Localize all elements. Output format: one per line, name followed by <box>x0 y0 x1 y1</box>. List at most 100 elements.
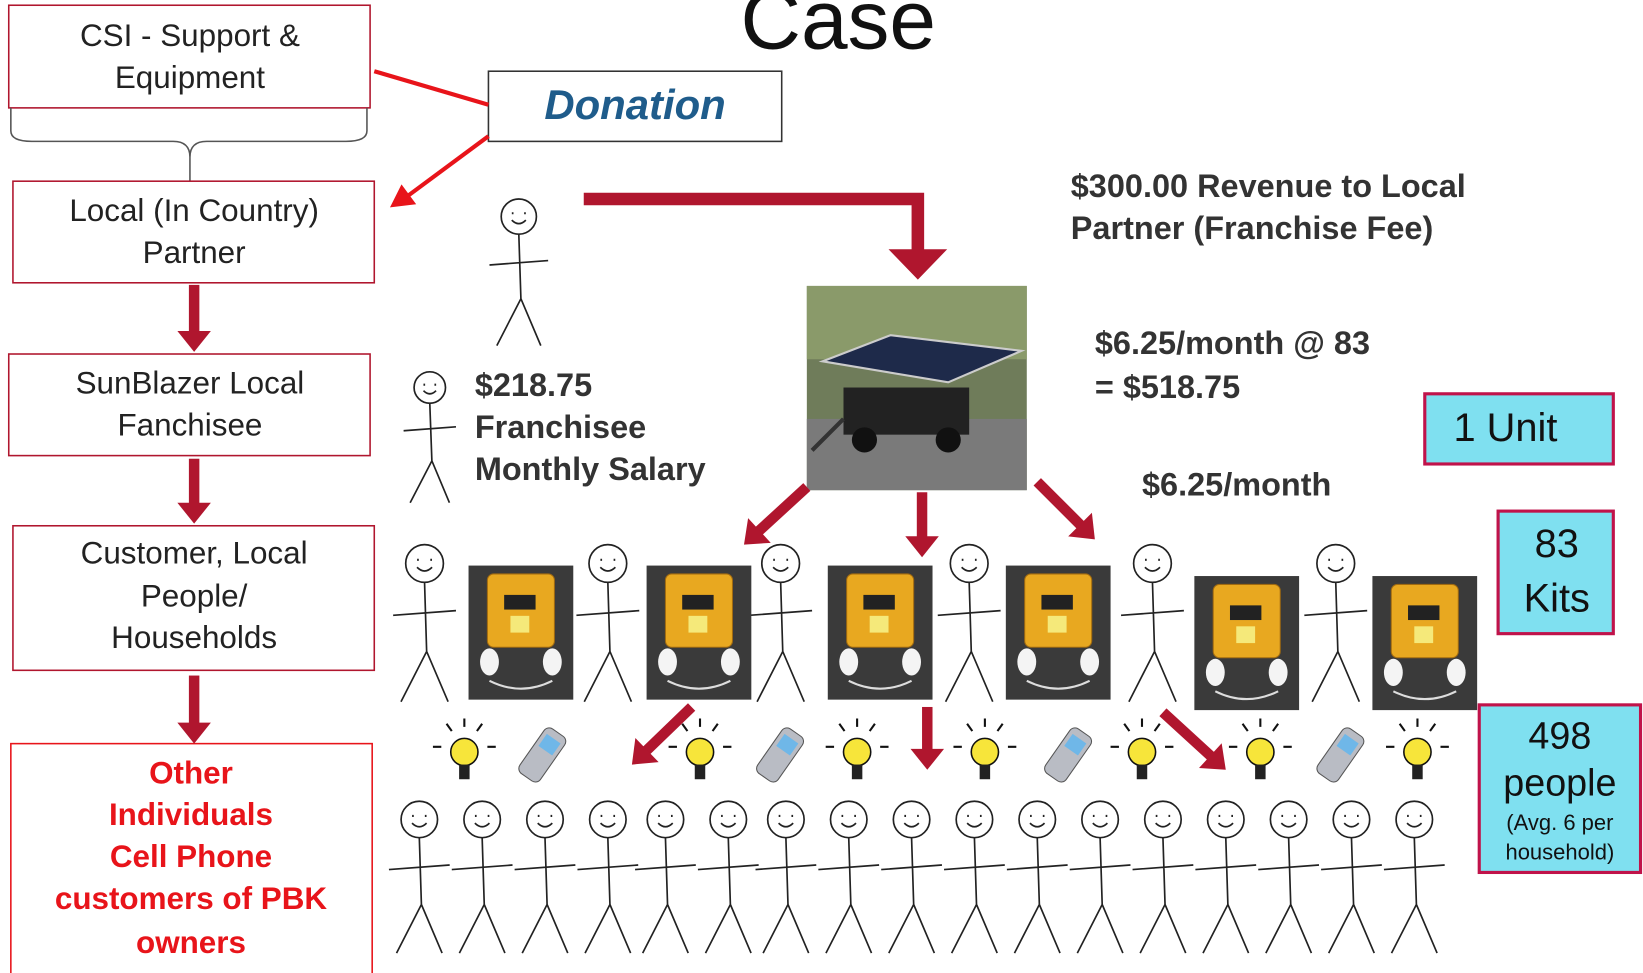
base <box>980 765 990 780</box>
stick-figure <box>1384 801 1445 953</box>
face <box>1328 559 1343 571</box>
sticker <box>1236 626 1255 643</box>
body <box>577 838 638 953</box>
stick-figure <box>635 801 696 953</box>
head <box>710 801 746 837</box>
lightbulb-icon <box>1111 718 1174 779</box>
face <box>721 815 736 827</box>
body <box>1133 838 1194 953</box>
glass <box>1404 738 1431 765</box>
base <box>459 765 469 780</box>
shaft <box>917 492 927 538</box>
people-label: 498 <box>1528 714 1591 756</box>
face <box>512 212 526 223</box>
body <box>515 838 576 953</box>
bulb <box>480 648 499 675</box>
unit-label: 1 Unit <box>1453 406 1557 450</box>
stick-figure <box>1070 801 1131 953</box>
donation-label: Donation <box>544 81 725 128</box>
face <box>962 559 977 571</box>
shaft <box>922 707 932 751</box>
cellphone-icon <box>754 725 806 784</box>
glass <box>686 738 713 765</box>
salary-text: Monthly Salary <box>475 451 706 487</box>
shaft <box>189 459 199 505</box>
sticker <box>688 616 707 633</box>
head <box>1082 801 1118 837</box>
box-text: Customer, Local <box>81 535 308 570</box>
face <box>601 815 616 827</box>
cellphone-icon <box>1042 725 1094 784</box>
people-note: household) <box>1505 839 1614 864</box>
down-arrow <box>177 676 211 744</box>
box-text: customers of PBK <box>55 881 328 916</box>
bulb <box>839 648 858 675</box>
box-text: Households <box>111 620 277 655</box>
stick-figure <box>1321 801 1382 953</box>
stick-figure <box>1258 801 1319 953</box>
face <box>841 815 856 827</box>
head <box>501 199 536 234</box>
kit-photo <box>1006 566 1111 700</box>
brace <box>11 108 367 181</box>
head <box>1145 801 1181 837</box>
down-arrow <box>911 707 945 770</box>
down-arrow <box>177 459 211 524</box>
head <box>1333 801 1369 837</box>
body <box>944 838 1005 953</box>
bulb <box>1206 659 1225 686</box>
display <box>863 595 894 610</box>
stick-figure <box>749 545 812 702</box>
stick-figure <box>944 801 1005 953</box>
phone-body <box>754 725 806 784</box>
stick-figure <box>404 372 456 503</box>
face <box>417 559 432 571</box>
body <box>1258 838 1319 953</box>
face <box>1145 559 1160 571</box>
connector <box>374 71 488 105</box>
face <box>600 559 615 571</box>
glass <box>843 738 870 765</box>
head <box>1019 801 1055 837</box>
connector <box>404 136 489 199</box>
box-text: Equipment <box>115 60 265 95</box>
body <box>881 838 942 953</box>
box-text: Other <box>149 755 233 790</box>
face <box>424 384 437 394</box>
sticker <box>1048 616 1067 633</box>
battery <box>1391 584 1458 657</box>
revenue-text: Partner (Franchise Fee) <box>1071 210 1434 246</box>
face <box>1156 815 1171 827</box>
bulb <box>902 648 921 675</box>
face <box>779 815 794 827</box>
face <box>1344 815 1359 827</box>
head <box>177 723 211 744</box>
stick-figure <box>393 545 456 702</box>
base <box>695 765 705 780</box>
body <box>1121 582 1184 701</box>
bulb <box>1447 659 1466 686</box>
face <box>1093 815 1108 827</box>
head <box>911 749 945 770</box>
box-text: Fanchisee <box>117 408 262 443</box>
base <box>1255 765 1265 780</box>
base <box>1412 765 1422 780</box>
head <box>1270 801 1306 837</box>
body <box>489 234 548 345</box>
box-text: CSI - Support & <box>80 18 300 53</box>
salary-text: Franchisee <box>475 409 646 445</box>
head <box>589 545 627 583</box>
body <box>1321 838 1382 953</box>
bulb <box>658 648 677 675</box>
head <box>177 503 211 524</box>
kit-photo <box>828 566 933 700</box>
box-text: SunBlazer Local <box>76 366 305 401</box>
body <box>393 582 456 701</box>
cellphone-icon <box>516 725 568 784</box>
stick-figure <box>515 801 576 953</box>
title: Case <box>740 0 936 66</box>
kit-photo <box>647 566 752 700</box>
bulb <box>721 648 740 675</box>
lightbulb-icon <box>826 718 889 779</box>
bulb <box>543 648 562 675</box>
